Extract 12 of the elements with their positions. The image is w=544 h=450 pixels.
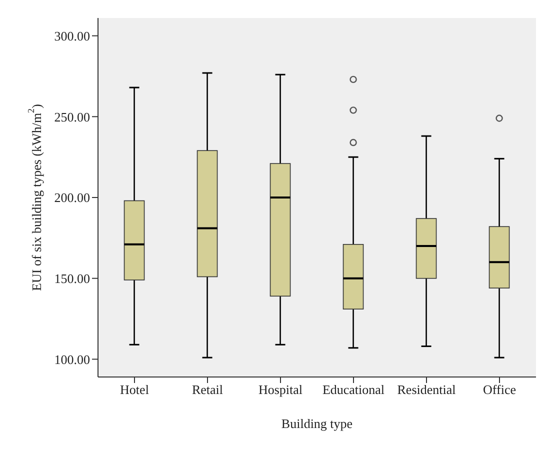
y-tick-label: 300.00 bbox=[54, 28, 90, 44]
y-tick-label: 200.00 bbox=[54, 190, 90, 206]
x-tick-label: Hospital bbox=[258, 382, 303, 398]
x-tick-label: Residential bbox=[397, 382, 456, 398]
y-tick-label: 150.00 bbox=[54, 270, 90, 286]
x-tick-label: Educational bbox=[322, 382, 385, 398]
y-tick-label: 250.00 bbox=[54, 109, 90, 124]
x-tick-label: Retail bbox=[192, 382, 224, 398]
y-tick-label: 100.00 bbox=[54, 352, 90, 367]
x-tick-label: Office bbox=[483, 382, 516, 398]
x-axis-title: Building type bbox=[281, 416, 353, 431]
x-tick-label: Hotel bbox=[120, 382, 150, 398]
